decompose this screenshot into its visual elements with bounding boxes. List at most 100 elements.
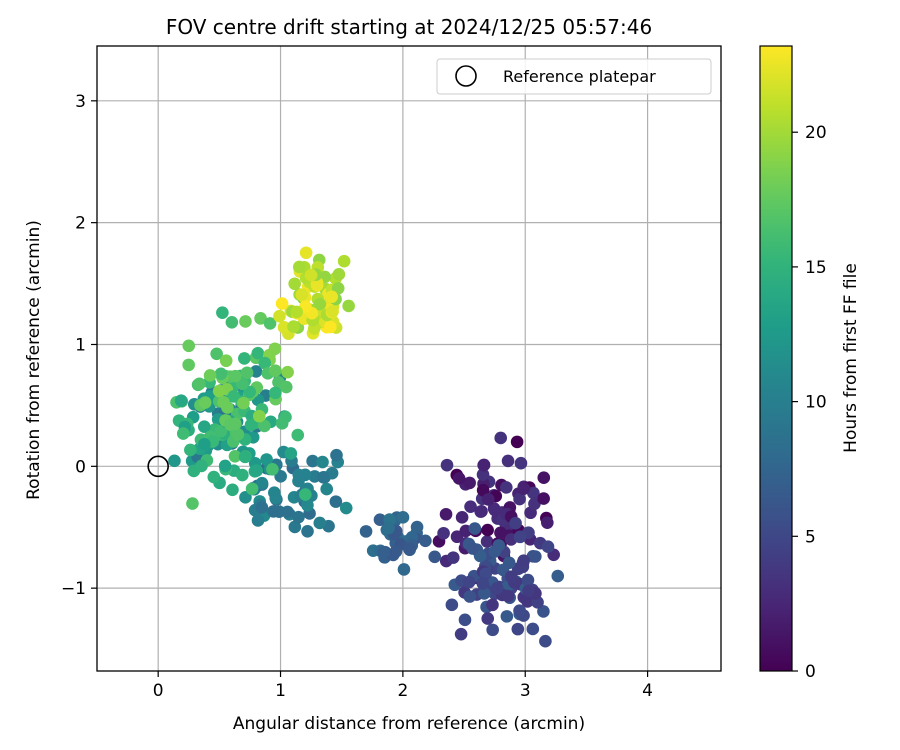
y-tick-label: 2 [75, 214, 86, 234]
colorbar-tick-label: 15 [805, 258, 827, 278]
x-tick-label: 2 [397, 681, 408, 701]
data-point [255, 476, 269, 490]
data-point [243, 385, 256, 399]
data-point [377, 546, 390, 559]
data-point [501, 454, 515, 468]
data-point [238, 352, 251, 365]
data-point [252, 409, 266, 423]
data-point [359, 525, 373, 538]
data-point [195, 459, 208, 473]
data-point [325, 290, 339, 304]
colorbar-label: Hours from first FF file [841, 263, 861, 453]
data-point [288, 520, 302, 534]
data-point [373, 513, 387, 527]
y-axis-label: Rotation from reference (arcmin) [24, 220, 44, 500]
data-point [239, 315, 252, 328]
legend-marker [455, 65, 477, 87]
data-point [320, 482, 333, 496]
data-point [258, 419, 271, 433]
colorbar-gradient [759, 45, 793, 672]
data-point [337, 254, 351, 268]
data-point [227, 390, 241, 403]
data-point [292, 510, 305, 524]
data-point [317, 470, 330, 484]
data-point [214, 367, 228, 381]
data-point [410, 520, 424, 534]
x-tick-label: 4 [642, 681, 653, 701]
grid-lines [97, 46, 721, 671]
data-point [207, 470, 221, 484]
data-point [254, 312, 267, 325]
data-point [504, 570, 518, 583]
data-point [182, 358, 195, 372]
data-point [462, 575, 476, 589]
data-point [517, 482, 531, 495]
data-point [481, 523, 494, 537]
data-point [382, 521, 395, 535]
data-point [263, 317, 277, 330]
data-point [403, 542, 416, 556]
x-tick-label: 1 [275, 681, 286, 701]
data-point [268, 342, 282, 356]
data-point [260, 453, 273, 466]
data-point [281, 365, 294, 379]
colorbar: 0 5 10 15 20 [759, 45, 827, 682]
data-point [541, 540, 555, 554]
data-point [306, 454, 319, 468]
data-point [299, 246, 313, 260]
data-point [186, 497, 199, 510]
data-point [245, 482, 259, 496]
data-point [463, 590, 477, 603]
data-point [539, 634, 552, 648]
data-point [488, 545, 502, 558]
data-point [476, 468, 490, 481]
data-point [464, 500, 477, 514]
data-point [291, 428, 305, 442]
data-point [266, 463, 279, 476]
data-point [228, 450, 242, 463]
chart-title: FOV centre drift starting at 2024/12/25 … [166, 15, 652, 39]
axes: 0 1 2 3 4 −1 0 1 2 3 [61, 45, 722, 701]
data-point [428, 550, 442, 564]
data-point [446, 551, 460, 564]
data-point [251, 346, 265, 360]
data-point [277, 321, 291, 334]
data-point [313, 297, 327, 311]
data-point [517, 554, 530, 567]
data-point [219, 354, 233, 368]
data-point [295, 288, 309, 302]
data-point [258, 356, 272, 370]
data-point [468, 522, 482, 535]
data-point [281, 505, 294, 519]
data-point [494, 431, 508, 445]
data-point [228, 369, 242, 383]
data-point [224, 418, 237, 431]
data-point [479, 567, 493, 581]
legend-box [436, 58, 712, 95]
y-tick-label: −1 [61, 579, 86, 599]
data-point [490, 581, 504, 595]
y-tick-label: 3 [75, 92, 86, 112]
data-point [284, 447, 298, 460]
data-point [466, 542, 480, 555]
data-point [342, 299, 355, 313]
data-point [476, 483, 490, 497]
data-point [236, 468, 249, 482]
data-point [231, 428, 245, 441]
data-point [494, 526, 507, 540]
data-point [458, 613, 472, 627]
data-point [237, 396, 250, 410]
data-point [476, 577, 490, 590]
data-point [477, 587, 491, 600]
data-point [304, 268, 318, 282]
data-point [463, 476, 476, 490]
data-point [301, 498, 314, 512]
data-point [182, 339, 196, 353]
data-point [210, 347, 223, 361]
data-point [440, 458, 454, 472]
data-point [511, 622, 525, 636]
data-point [214, 424, 228, 438]
data-point [184, 443, 197, 457]
data-point [275, 297, 289, 310]
data-point [269, 491, 283, 505]
